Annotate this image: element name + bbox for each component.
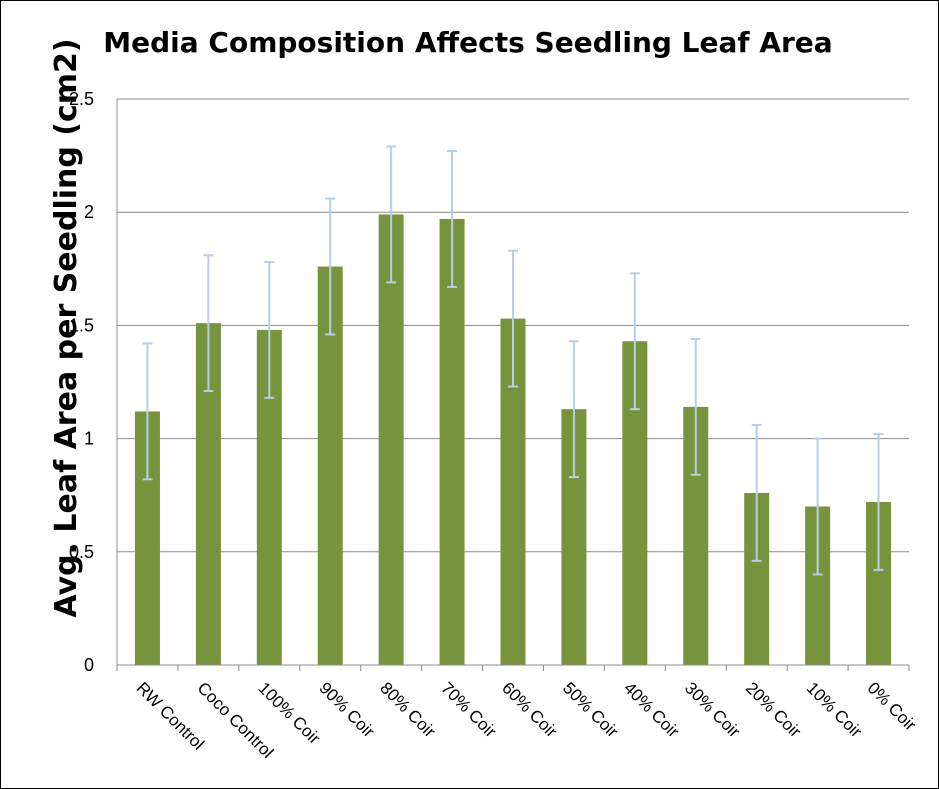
x-tick-label: 20% Coir: [742, 678, 805, 741]
error-bar: [447, 150, 458, 288]
y-tick-label: 1.5: [69, 315, 94, 335]
x-tick-label: 40% Coir: [620, 678, 683, 741]
error-bar: [873, 433, 884, 571]
y-axis-label: Avg. Leaf Area per Seedling (cm2): [49, 38, 84, 617]
x-tick-label: 50% Coir: [559, 678, 622, 741]
error-bars: [142, 145, 884, 576]
error-bar: [508, 249, 518, 388]
error-bar: [386, 145, 397, 284]
x-tick-label: 30% Coir: [681, 678, 744, 741]
y-tick-label: 0: [84, 655, 94, 675]
error-bar: [142, 342, 153, 481]
x-tick-label: 70% Coir: [437, 678, 500, 741]
x-tick-label: 90% Coir: [315, 678, 378, 741]
y-tick-label: 2: [84, 202, 94, 222]
x-tick-label: 10% Coir: [803, 678, 866, 741]
bar: [439, 218, 465, 665]
x-tick-label: 80% Coir: [376, 678, 439, 741]
error-bar: [812, 437, 823, 576]
error-bar: [751, 424, 762, 562]
error-bar: [568, 340, 579, 479]
y-tick-label: 1: [84, 429, 94, 449]
error-bar: [203, 254, 214, 393]
error-bar: [325, 197, 336, 336]
error-bar: [690, 337, 701, 476]
x-tick-label: 60% Coir: [498, 678, 561, 741]
x-tick-label: 0% Coir: [864, 678, 920, 734]
x-axis: [116, 99, 910, 671]
error-bar: [264, 261, 275, 399]
bar: [378, 214, 404, 666]
y-tick-label: 2.5: [69, 89, 94, 109]
y-tick-label: 0.5: [69, 542, 94, 562]
y-axis-ticks: 0 0.5 1 1.5 2 2.5: [69, 89, 94, 675]
chart-title: Media Composition Affects Seedling Leaf …: [103, 26, 832, 59]
error-bar: [629, 272, 640, 411]
